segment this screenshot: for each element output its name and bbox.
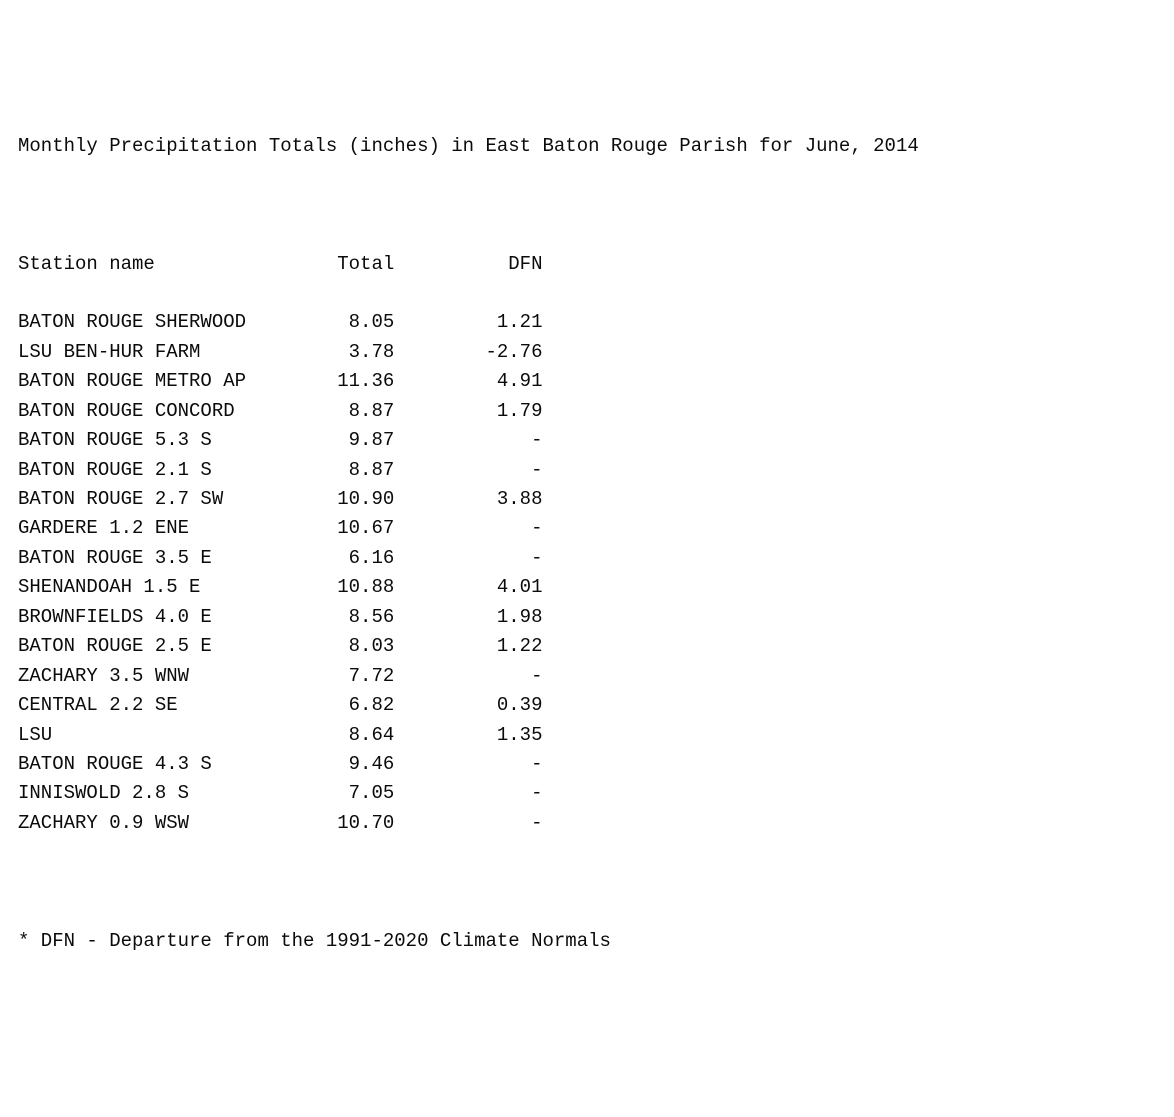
table-row: BATON ROUGE METRO AP 11.36 4.91: [18, 367, 1156, 396]
table-row: BATON ROUGE SHERWOOD 8.05 1.21: [18, 308, 1156, 337]
table-row: ZACHARY 3.5 WNW 7.72 -: [18, 662, 1156, 691]
footnote: * DFN - Departure from the 1991-2020 Cli…: [18, 927, 1156, 956]
table-row: BATON ROUGE 2.5 E 8.03 1.22: [18, 632, 1156, 661]
table-row: GARDERE 1.2 ENE 10.67 -: [18, 514, 1156, 543]
table-row: BATON ROUGE 3.5 E 6.16 -: [18, 544, 1156, 573]
table-row: ZACHARY 0.9 WSW 10.70 -: [18, 809, 1156, 838]
table-row: BATON ROUGE CONCORD 8.87 1.79: [18, 397, 1156, 426]
table-row: BATON ROUGE 4.3 S 9.46 -: [18, 750, 1156, 779]
table-row: BROWNFIELDS 4.0 E 8.56 1.98: [18, 603, 1156, 632]
table-row: BATON ROUGE 2.1 S 8.87 -: [18, 456, 1156, 485]
table-row: BATON ROUGE 2.7 SW 10.90 3.88: [18, 485, 1156, 514]
table-row: BATON ROUGE 5.3 S 9.87 -: [18, 426, 1156, 455]
blank-line: [18, 191, 1156, 220]
blank-line: [18, 868, 1156, 897]
table-header: Station name Total DFN: [18, 250, 1156, 279]
table-row: LSU 8.64 1.35: [18, 721, 1156, 750]
table-body: BATON ROUGE SHERWOOD 8.05 1.21LSU BEN-HU…: [18, 308, 1156, 838]
table-row: INNISWOLD 2.8 S 7.05 -: [18, 779, 1156, 808]
table-row: SHENANDOAH 1.5 E 10.88 4.01: [18, 573, 1156, 602]
table-row: CENTRAL 2.2 SE 6.82 0.39: [18, 691, 1156, 720]
table-row: LSU BEN-HUR FARM 3.78 -2.76: [18, 338, 1156, 367]
page-title: Monthly Precipitation Totals (inches) in…: [18, 132, 1156, 161]
